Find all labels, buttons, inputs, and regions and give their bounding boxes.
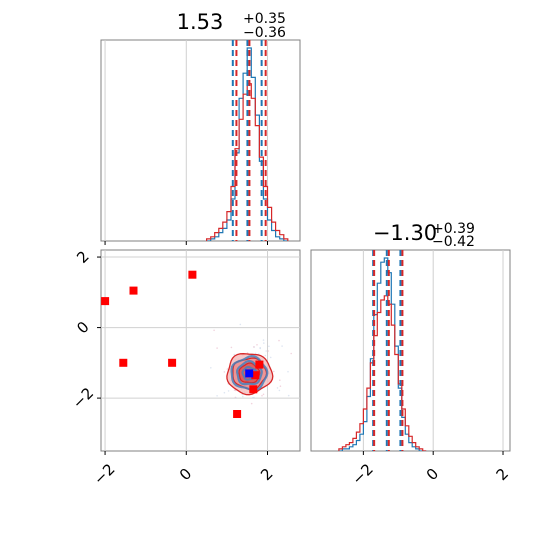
sample-point: [278, 389, 281, 392]
sample-point: [256, 344, 258, 346]
sample-point: [287, 370, 289, 373]
histogram-x-title: 1.53: [177, 10, 224, 34]
panel-frame: [100, 249, 301, 452]
sample-point: [269, 356, 272, 359]
title-lower-error: −0.36: [243, 25, 286, 41]
x-tick-label: −2: [90, 460, 118, 488]
joint-scatter-panel: −2 −2 0 0 2 2: [69, 247, 301, 488]
sample-point: [290, 352, 293, 355]
red-square-marker: [255, 360, 264, 369]
sample-point: [279, 385, 282, 388]
sample-point: [216, 347, 218, 349]
title-upper-error: +0.39: [432, 221, 475, 237]
y-tick-label: 0: [73, 318, 92, 337]
sample-point: [268, 345, 270, 348]
sample-point: [254, 352, 257, 355]
y-tick-label: 2: [73, 247, 92, 266]
sample-point: [250, 402, 253, 405]
sample-point: [264, 354, 267, 357]
sample-point: [261, 394, 263, 397]
sample-point: [230, 346, 233, 349]
marginal-histogram-x-panel: 1.53 +0.35 −0.36: [100, 10, 301, 245]
sample-point: [216, 395, 218, 397]
sample-point: [267, 350, 270, 352]
x-tick-label: 2: [493, 465, 512, 484]
sample-point: [263, 342, 265, 344]
sample-point: [253, 396, 255, 399]
sample-point: [242, 395, 244, 398]
x-tick-label: 0: [176, 465, 195, 484]
sample-point: [287, 394, 290, 397]
red-square-marker: [129, 286, 138, 295]
panel-frame: [100, 39, 301, 242]
sample-point: [259, 347, 262, 349]
sample-point: [279, 379, 281, 382]
sample-point: [262, 393, 265, 396]
title-median: 1.53: [177, 10, 224, 34]
red-square-marker: [249, 385, 258, 394]
title-upper-error: +0.35: [243, 11, 286, 27]
sample-point: [281, 345, 283, 347]
red-square-marker: [251, 371, 260, 380]
x-tick-label: 2: [257, 465, 276, 484]
sample-point: [210, 367, 212, 369]
blue-square-marker: [245, 369, 254, 378]
panel-frame: [310, 249, 511, 452]
sample-point: [235, 397, 237, 399]
red-square-marker: [233, 410, 242, 418]
sample-point: [223, 371, 226, 373]
sample-point: [265, 350, 268, 352]
sample-point: [253, 346, 255, 348]
sample-point: [252, 396, 254, 399]
y-tick-label: −2: [69, 384, 97, 412]
red-square-marker: [101, 297, 110, 306]
x-histogram-series-red: [206, 83, 289, 241]
sample-point: [246, 352, 249, 354]
title-median: −1.30: [373, 221, 437, 245]
y-histogram-series-blue: [338, 257, 427, 451]
red-square-marker: [119, 358, 128, 367]
sample-point: [223, 391, 226, 394]
sample-point: [278, 339, 280, 342]
sample-point: [273, 370, 275, 373]
y-histogram-series-red: [338, 295, 427, 451]
sample-point: [239, 323, 242, 326]
title-lower-error: −0.42: [432, 234, 475, 250]
sample-point: [262, 339, 265, 341]
sample-point: [233, 389, 236, 391]
blue-contour-level: [235, 359, 263, 386]
marginal-histogram-y-panel: −2 0 2 −1.30 +0.39 −0.42: [310, 221, 512, 488]
sample-point: [233, 353, 236, 356]
x-tick-label: −2: [348, 460, 376, 488]
x-tick-label: 0: [423, 465, 442, 484]
blue-contour-level: [230, 354, 269, 392]
sample-point: [227, 390, 230, 392]
histogram-y-title: −1.30: [373, 221, 437, 245]
red-square-marker: [188, 270, 197, 279]
red-square-marker: [168, 358, 177, 367]
sample-point: [213, 329, 215, 332]
sample-point: [276, 387, 279, 389]
sample-point: [226, 368, 229, 370]
